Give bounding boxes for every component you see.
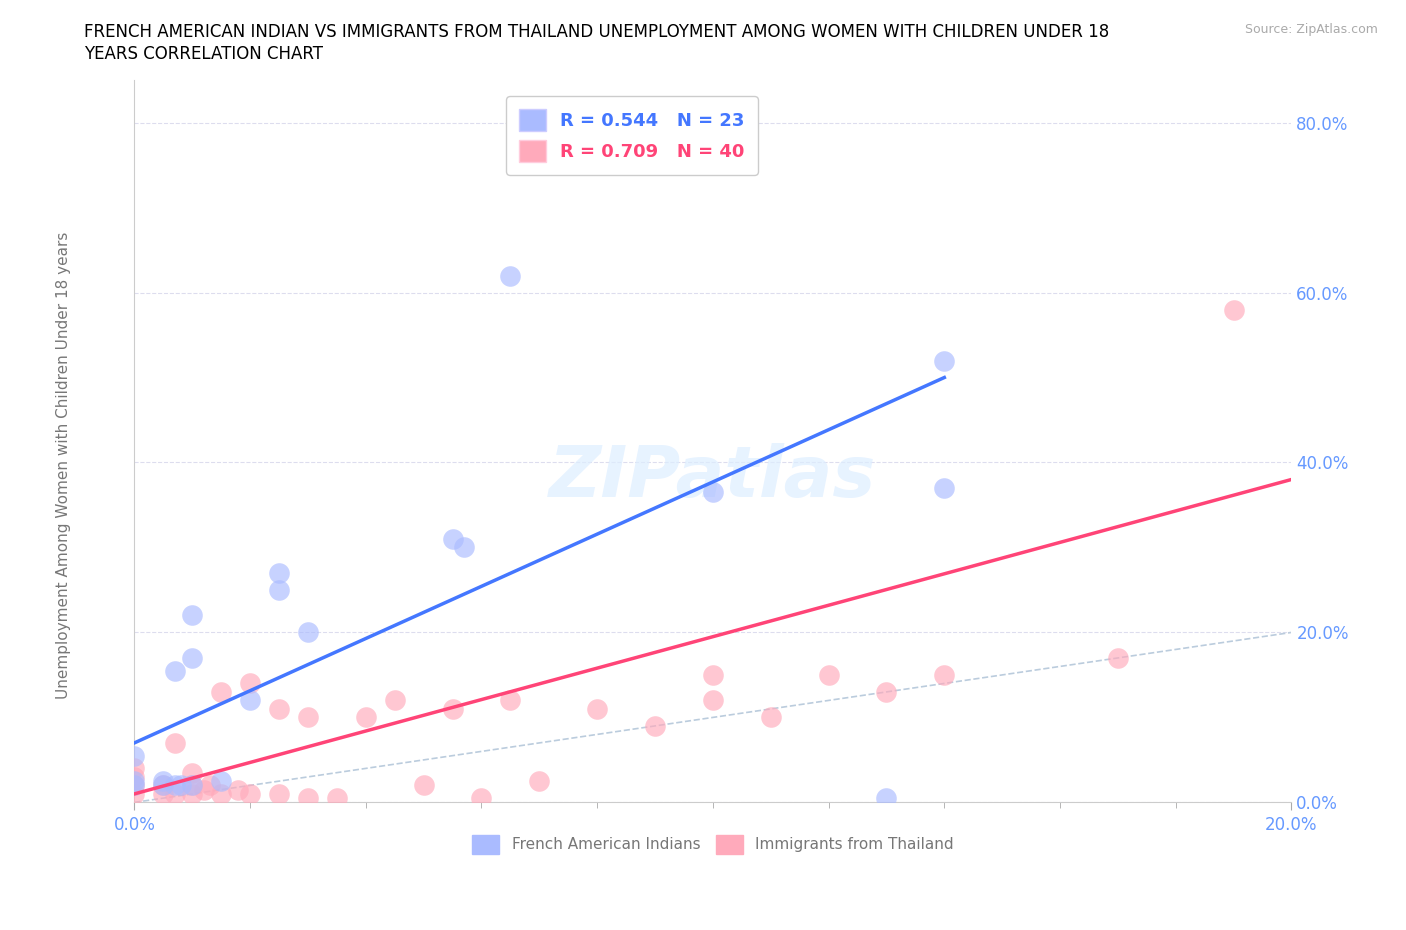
Point bbox=[934, 668, 956, 683]
Point bbox=[267, 701, 290, 716]
Text: FRENCH AMERICAN INDIAN VS IMMIGRANTS FROM THAILAND UNEMPLOYMENT AMONG WOMEN WITH: FRENCH AMERICAN INDIAN VS IMMIGRANTS FRO… bbox=[84, 23, 1109, 41]
Point bbox=[209, 774, 232, 789]
Point bbox=[441, 532, 464, 547]
Point bbox=[152, 787, 174, 802]
Point bbox=[209, 787, 232, 802]
Point bbox=[239, 693, 262, 708]
Point bbox=[181, 787, 204, 802]
Point bbox=[759, 710, 782, 724]
Point bbox=[297, 790, 319, 805]
Point bbox=[181, 765, 204, 780]
Point bbox=[181, 778, 204, 793]
Point bbox=[267, 582, 290, 597]
Point bbox=[817, 668, 839, 683]
Point bbox=[181, 778, 204, 793]
Text: Unemployment Among Women with Children Under 18 years: Unemployment Among Women with Children U… bbox=[56, 232, 70, 698]
Point bbox=[1107, 650, 1129, 665]
Point bbox=[529, 774, 551, 789]
Point bbox=[152, 778, 174, 793]
Point bbox=[702, 668, 724, 683]
Point bbox=[239, 676, 262, 691]
Point bbox=[644, 719, 666, 734]
Text: Source: ZipAtlas.com: Source: ZipAtlas.com bbox=[1244, 23, 1378, 36]
Point bbox=[297, 625, 319, 640]
Point bbox=[267, 787, 290, 802]
Text: YEARS CORRELATION CHART: YEARS CORRELATION CHART bbox=[84, 45, 323, 62]
Point bbox=[875, 790, 897, 805]
Point bbox=[169, 778, 191, 793]
Point bbox=[163, 787, 186, 802]
Point bbox=[181, 608, 204, 623]
Point bbox=[163, 663, 186, 678]
Point bbox=[152, 778, 174, 793]
Point bbox=[384, 693, 406, 708]
Point bbox=[193, 782, 215, 797]
Point bbox=[163, 736, 186, 751]
Point bbox=[934, 481, 956, 496]
Point bbox=[239, 787, 262, 802]
Point bbox=[326, 790, 349, 805]
Point bbox=[441, 701, 464, 716]
Point bbox=[228, 782, 250, 797]
Point bbox=[209, 684, 232, 699]
Point bbox=[297, 710, 319, 724]
Point bbox=[181, 650, 204, 665]
Point bbox=[499, 268, 522, 283]
Point bbox=[124, 774, 146, 789]
Point bbox=[702, 693, 724, 708]
Legend: French American Indians, Immigrants from Thailand: French American Indians, Immigrants from… bbox=[465, 829, 960, 859]
Point bbox=[453, 540, 475, 555]
Point bbox=[124, 778, 146, 793]
Text: ZIPatlas: ZIPatlas bbox=[550, 443, 876, 512]
Point bbox=[470, 790, 492, 805]
Point bbox=[354, 710, 377, 724]
Point bbox=[124, 778, 146, 793]
Point bbox=[267, 565, 290, 580]
Point bbox=[934, 353, 956, 368]
Point bbox=[1222, 302, 1244, 317]
Point bbox=[124, 769, 146, 784]
Point bbox=[586, 701, 609, 716]
Point bbox=[124, 787, 146, 802]
Point bbox=[124, 749, 146, 764]
Point bbox=[152, 774, 174, 789]
Point bbox=[499, 693, 522, 708]
Point bbox=[198, 778, 221, 793]
Point bbox=[124, 761, 146, 776]
Point bbox=[412, 778, 434, 793]
Point bbox=[702, 485, 724, 499]
Point bbox=[875, 684, 897, 699]
Point bbox=[163, 778, 186, 793]
